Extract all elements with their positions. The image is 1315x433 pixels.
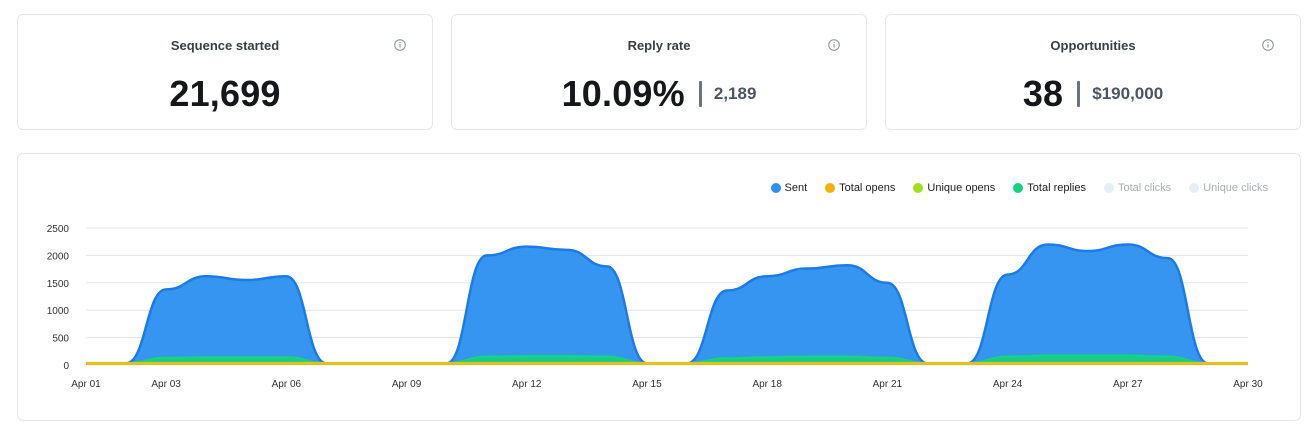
stat-value: 21,699 xyxy=(169,73,281,114)
legend-dot xyxy=(1104,183,1114,193)
legend-label: Total clicks xyxy=(1118,182,1172,194)
stat-separator xyxy=(698,81,702,107)
legend-label: Sent xyxy=(784,182,808,194)
stat-value-row: 21,699 xyxy=(18,73,432,115)
stat-value-row: 38 $190,000 xyxy=(886,73,1300,115)
legend-dot xyxy=(770,183,781,193)
legend-item-total-clicks[interactable]: Total clicks xyxy=(1104,182,1171,194)
stat-value: 10.09% xyxy=(561,73,685,114)
legend-dot xyxy=(1189,183,1200,193)
legend-item-total-replies[interactable]: Total replies xyxy=(1013,182,1086,194)
legend-dot xyxy=(825,183,836,193)
legend-label: Total opens xyxy=(839,182,896,194)
stat-title: Sequence started xyxy=(170,38,280,53)
stat-separator xyxy=(1077,81,1081,107)
legend-item-sent[interactable]: Sent xyxy=(770,182,808,194)
legend-item-unique-opens[interactable]: Unique opens xyxy=(913,182,995,194)
stat-value-row: 10.09% 2,189 xyxy=(452,73,866,115)
stat-sub-value: 2,189 xyxy=(713,84,757,103)
stat-card-reply-rate: Reply rate 10.09% 2,189 xyxy=(451,14,867,130)
legend-label: Total replies xyxy=(1027,182,1086,194)
legend-item-total-opens[interactable]: Total opens xyxy=(825,182,895,194)
info-icon[interactable] xyxy=(394,39,406,51)
stat-card-opportunities: Opportunities 38 $190,000 xyxy=(885,14,1301,130)
stat-card-sequence-started: Sequence started 21,699 xyxy=(17,14,433,130)
info-icon[interactable] xyxy=(1262,39,1274,51)
legend-item-unique-clicks[interactable]: Unique clicks xyxy=(1189,182,1268,194)
legend-dot xyxy=(1013,183,1024,193)
chart-card: Sent Total opens Unique opens Total replies… xyxy=(17,153,1301,421)
stat-title: Reply rate xyxy=(627,38,691,53)
legend-label: Unique opens xyxy=(927,182,996,194)
stat-title: Opportunities xyxy=(1050,38,1136,53)
chart-legend: Sent Total opens Unique opens Total replies… xyxy=(770,182,1268,194)
legend-label: Unique clicks xyxy=(1203,182,1268,194)
stat-value: 38 xyxy=(1022,73,1064,114)
stat-sub-value: $190,000 xyxy=(1092,84,1164,103)
legend-dot xyxy=(913,183,924,193)
info-icon[interactable] xyxy=(828,39,840,51)
